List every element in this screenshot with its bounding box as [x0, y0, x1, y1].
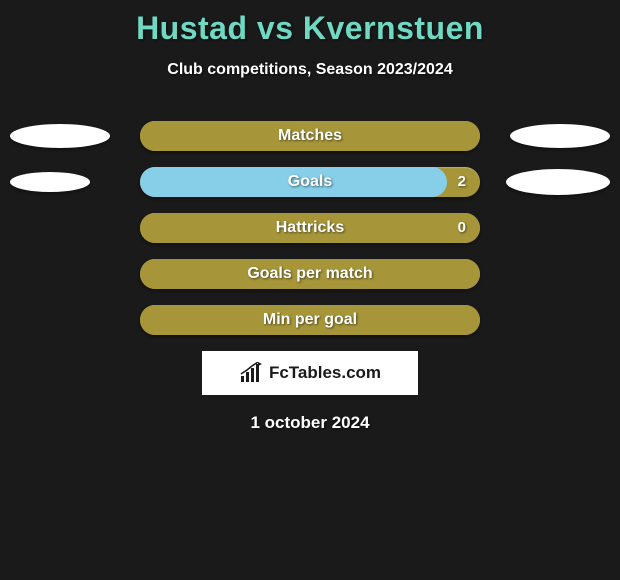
- subtitle: Club competitions, Season 2023/2024: [0, 61, 620, 79]
- stat-row-matches: Matches: [0, 121, 620, 151]
- stat-label: Goals: [140, 167, 480, 197]
- stat-row-min-per-goal: Min per goal: [0, 305, 620, 335]
- left-marker-ellipse: [10, 124, 110, 148]
- stat-row-hattricks: 0 Hattricks: [0, 213, 620, 243]
- brand-text: FcTables.com: [269, 363, 381, 383]
- right-marker-ellipse: [506, 169, 610, 195]
- stat-label: Goals per match: [140, 259, 480, 289]
- right-marker-ellipse: [510, 124, 610, 148]
- chart-area: Matches 2 Goals 0 Hattricks Goals: [0, 121, 620, 335]
- stat-label: Min per goal: [140, 305, 480, 335]
- title-player-a: Hustad: [136, 10, 247, 46]
- comparison-infographic: Hustad vs Kvernstuen Club competitions, …: [0, 0, 620, 580]
- stat-label: Matches: [140, 121, 480, 151]
- left-marker-ellipse: [10, 172, 90, 192]
- stat-label: Hattricks: [140, 213, 480, 243]
- brand-box: FcTables.com: [202, 351, 418, 395]
- title-vs: vs: [248, 10, 303, 46]
- date-text: 1 october 2024: [0, 413, 620, 433]
- title-player-b: Kvernstuen: [303, 10, 484, 46]
- stat-value-right: 0: [458, 213, 466, 243]
- stat-row-goals: 2 Goals: [0, 167, 620, 197]
- stat-row-goals-per-match: Goals per match: [0, 259, 620, 289]
- barchart-icon: [239, 362, 265, 384]
- page-title: Hustad vs Kvernstuen: [0, 0, 620, 47]
- stat-value-right: 2: [458, 167, 466, 197]
